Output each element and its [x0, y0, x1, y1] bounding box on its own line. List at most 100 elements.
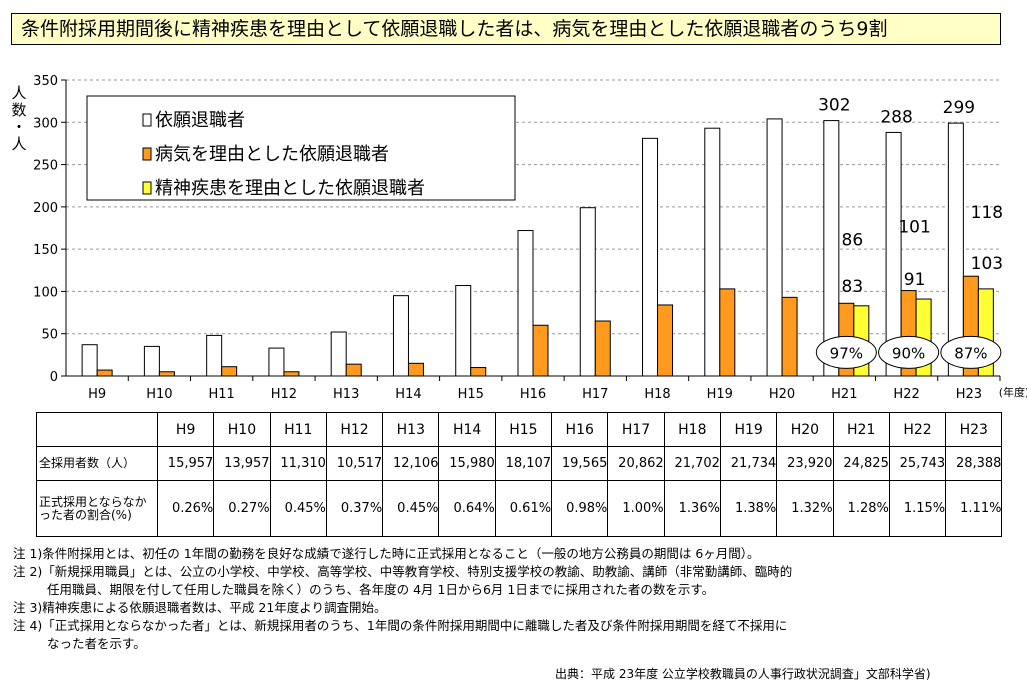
- bar-0-H9: [81, 344, 98, 377]
- footnotes: 注 1)条件附採用とは、初任の 1年間の勤務を良好な成績で遂行した時に正式採用と…: [13, 545, 1023, 653]
- legend-swatch-0: [142, 113, 152, 127]
- table-cell: 11,310: [269, 446, 327, 481]
- bar-0-H22: [885, 131, 902, 377]
- y-tick-label: 250: [33, 159, 58, 174]
- x-tick-label: H21: [831, 387, 857, 402]
- table-corner-cell: [36, 412, 158, 447]
- table-cell: 25,743: [888, 446, 947, 481]
- note-4-continued: なった者を示す。: [47, 636, 146, 651]
- table-row: 正式採用とならなかった者の割合(%) 0.26% 0.27% 0.45% 0.37% 0…: [36, 480, 1003, 537]
- data-label-0: 299: [943, 98, 975, 118]
- table-cell: 0.61%: [494, 480, 553, 537]
- bar-0-H16: [517, 230, 534, 377]
- table-header-row: H9 H10 H11 H12 H13 H14 H15 H16 H17 H18 H19 H20 H21 H2…: [36, 412, 1003, 447]
- bar-1-H19: [719, 288, 736, 377]
- table-year-H9: H9: [156, 412, 215, 447]
- data-label-2: 103: [971, 254, 1003, 274]
- percent-annotation: 90%: [892, 344, 925, 362]
- y-axis-label: 人: [11, 84, 26, 102]
- table-cell: 1.15%: [888, 480, 947, 537]
- chart-title: 条件附採用期間後に精神疾患を理由として依願退職した者は、病気を理由とした依願退職…: [11, 13, 1001, 45]
- bar-1-H18: [657, 304, 674, 377]
- data-label-0: 288: [880, 107, 912, 127]
- x-tick-label: H16: [520, 387, 546, 402]
- table-year-H17: H17: [607, 412, 665, 447]
- note-4: 注 4)「正式採用とならなかった者」とは、新規採用者のうち、1年間の条件附採用期…: [13, 618, 788, 633]
- bar-1-H10: [158, 371, 175, 377]
- bar-0-H13: [330, 331, 347, 377]
- y-axis-label: ・: [11, 118, 26, 136]
- table-year-H19: H19: [719, 412, 778, 447]
- table-year-H21: H21: [832, 412, 890, 447]
- y-axis-label: 人: [11, 135, 26, 153]
- bar-1-H20: [781, 296, 798, 377]
- data-label-2: 83: [842, 277, 864, 297]
- x-tick-label: H14: [395, 387, 421, 402]
- table-cell: 1.36%: [663, 480, 721, 537]
- legend-swatch-2: [142, 181, 152, 195]
- bar-0-H15: [455, 285, 472, 377]
- data-table: H9 H10 H11 H12 H13 H14 H15 H16 H17 H18 H19 H20 H21 H2…: [36, 412, 1003, 537]
- table-cell: 18,107: [494, 446, 553, 481]
- x-tick-label: H10: [146, 387, 172, 402]
- percent-annotation: 97%: [830, 344, 863, 362]
- table-year-H11: H11: [269, 412, 327, 447]
- table-cell: 0.37%: [325, 480, 384, 537]
- row-label-total-hires: 全採用者数（人）: [36, 446, 158, 481]
- percent-bubble: [940, 335, 1002, 369]
- table-year-H20: H20: [776, 412, 834, 447]
- bar-0-H20: [766, 118, 783, 377]
- table-cell: 12,106: [382, 446, 440, 481]
- table-year-H22: H22: [888, 412, 947, 447]
- table-cell: 24,825: [832, 446, 890, 481]
- x-tick-label: H12: [271, 387, 297, 402]
- x-tick-label: H18: [644, 387, 670, 402]
- table-cell: 1.11%: [945, 480, 1003, 537]
- data-label-0: 302: [818, 96, 850, 116]
- table-cell: 28,388: [945, 446, 1003, 481]
- x-tick-label: H20: [769, 387, 795, 402]
- bar-0-H23: [947, 122, 964, 377]
- percent-bubble: [815, 335, 877, 369]
- legend-label-0: 依願退職者: [155, 110, 245, 131]
- table-cell: 1.28%: [832, 480, 890, 537]
- bar-0-H12: [268, 347, 285, 377]
- table-cell: 23,920: [776, 446, 834, 481]
- table-cell: 1.00%: [607, 480, 665, 537]
- x-tick-label: H19: [707, 387, 733, 402]
- y-tick-label: 100: [33, 285, 58, 300]
- table-cell: 19,565: [551, 446, 609, 481]
- x-tick-label: H11: [209, 387, 235, 402]
- x-tick-label: H23: [956, 387, 982, 402]
- table-cell: 15,980: [438, 446, 496, 481]
- x-tick-label: H22: [893, 387, 919, 402]
- table-year-H10: H10: [213, 412, 271, 447]
- bar-0-H17: [579, 207, 596, 377]
- bar-1-H12: [283, 371, 300, 377]
- note-1: 注 1)条件附採用とは、初任の 1年間の勤務を良好な成績で遂行した時に正式採用と…: [13, 546, 760, 561]
- source-citation: 出典：平成 23年度 公立学校教職員の人事行政状況調査」文部科学省): [555, 667, 931, 681]
- table-year-H12: H12: [325, 412, 384, 447]
- bar-0-H14: [392, 295, 409, 377]
- bar-0-H21: [823, 120, 840, 377]
- note-2: 注 2)「新規採用職員」とは、公立の小学校、中学校、高等学校、中等教育学校、特別…: [13, 564, 793, 579]
- table-cell: 0.64%: [438, 480, 496, 537]
- y-tick-label: 350: [33, 74, 58, 89]
- table-cell: 21,734: [719, 446, 778, 481]
- bar-1-H15: [470, 367, 487, 377]
- note-3: 注 3)精神疾患による依願退職者数は、平成 21年度より調査開始。: [13, 600, 387, 615]
- table-cell: 13,957: [213, 446, 271, 481]
- legend-box: [86, 95, 516, 201]
- data-label-1: 101: [898, 218, 930, 238]
- table-year-H16: H16: [551, 412, 609, 447]
- table-cell: 15,957: [156, 446, 215, 481]
- percent-bubble: [878, 335, 940, 369]
- y-tick-label: 150: [33, 243, 58, 258]
- bar-0-H18: [642, 137, 659, 377]
- bar-1-H14: [407, 362, 424, 377]
- table-row: 全採用者数（人） 15,957 13,957 11,310 10,517 12,106 1…: [36, 446, 1003, 481]
- data-label-1: 86: [842, 230, 864, 250]
- table-cell: 0.26%: [156, 480, 215, 537]
- bar-1-H17: [594, 320, 611, 377]
